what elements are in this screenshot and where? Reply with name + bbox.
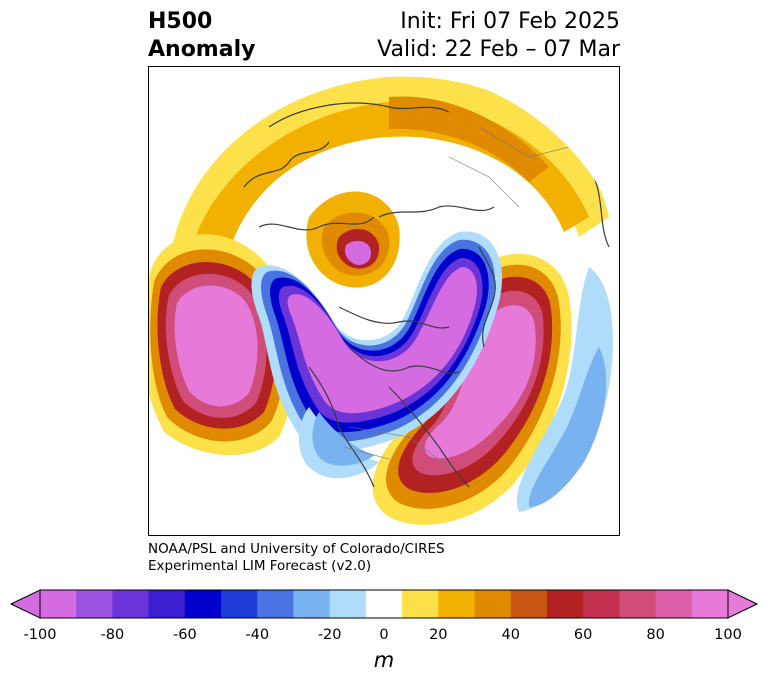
colorbar-unit: m [373, 648, 395, 672]
colorbar-outline [39, 589, 729, 619]
colorbar-cell [221, 590, 258, 618]
colorbar-cell [691, 590, 729, 618]
colorbar-tick-label: 40 [501, 627, 520, 643]
title-variable: H500 Anomaly [148, 9, 256, 62]
colorbar-cell [655, 590, 693, 618]
colorbar-cell [619, 590, 657, 618]
colorbar-tick-label: -100 [23, 627, 57, 643]
positive-anomaly-pacific-west [149, 234, 297, 456]
colorbar-tick-label: -60 [172, 627, 197, 643]
colorbar-under-arrow [10, 589, 41, 619]
colorbar-cell [76, 590, 113, 618]
polar-anomaly-map [149, 69, 619, 535]
positive-anomaly-atlantic [372, 253, 572, 525]
colorbar-cell [546, 590, 584, 618]
colorbar-cell [474, 590, 512, 618]
colorbar [10, 589, 758, 619]
colorbar-cell [329, 590, 367, 618]
negative-anomaly-trough [251, 231, 503, 451]
coastlines [243, 102, 610, 488]
colorbar-cell [438, 590, 476, 618]
colorbar-cell [402, 590, 439, 618]
positive-anomaly-europe [306, 191, 400, 288]
colorbar-over-arrow [727, 589, 758, 619]
colorbar-cell [365, 590, 403, 618]
colorbar-tick-label: 100 [714, 627, 742, 643]
map-panel [148, 66, 620, 536]
colorbar-cell [148, 590, 186, 618]
colorbar-cell [184, 590, 222, 618]
colorbar-cell [293, 590, 331, 618]
colorbar-tick-label: 80 [646, 627, 665, 643]
negative-anomaly-east-atlantic [517, 267, 613, 512]
colorbar-cell [257, 590, 294, 618]
colorbar-tick-label: -20 [317, 627, 342, 643]
colorbar-tick-label: -80 [100, 627, 125, 643]
colorbar-tick-label: 0 [379, 627, 389, 643]
colorbar-cell [40, 590, 77, 618]
negative-anomaly-north-america [298, 407, 379, 479]
colorbar-tick-label: 20 [429, 627, 448, 643]
colorbar-cell [583, 590, 620, 618]
colorbar-cell [510, 590, 548, 618]
colorbar-tick-label: -40 [245, 627, 270, 643]
title-dates: Init: Fri 07 Feb 2025 Valid: 22 Feb – 07 … [377, 9, 620, 62]
positive-anomaly-ring [169, 76, 609, 267]
colorbar-tick-label: 60 [573, 627, 593, 643]
credit-text: NOAA/PSL and University of Colorado/CIRE… [148, 541, 445, 574]
colorbar-cell [112, 590, 150, 618]
